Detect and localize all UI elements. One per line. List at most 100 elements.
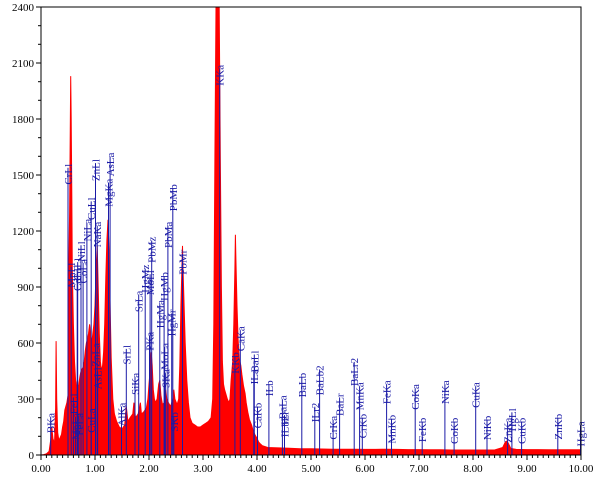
x-tick-label: 1.00 bbox=[85, 463, 105, 475]
element-marker-label: FeKa bbox=[382, 380, 394, 404]
element-marker-label: CoLl bbox=[73, 258, 85, 281]
element-marker: CrKa bbox=[328, 416, 340, 455]
element-marker-label: CuLl bbox=[86, 197, 98, 220]
element-marker: PbMb bbox=[168, 184, 180, 455]
y-tick-label: 1200 bbox=[12, 226, 35, 238]
element-marker: PKa bbox=[145, 332, 157, 455]
element-marker-label: MnKb bbox=[387, 414, 399, 443]
element-marker-label: SrLa bbox=[134, 291, 146, 313]
element-marker: NiKa bbox=[440, 380, 452, 455]
element-marker: FeKa bbox=[382, 380, 394, 455]
element-marker-label: CaKa bbox=[235, 326, 247, 351]
y-tick-label: 900 bbox=[18, 282, 35, 294]
y-tick-label: 1500 bbox=[12, 170, 35, 182]
element-marker-label: MnKa bbox=[355, 382, 367, 410]
element-marker-label: SiKa bbox=[130, 373, 142, 395]
element-marker: ILr2 bbox=[310, 403, 322, 455]
element-marker: KKa bbox=[215, 65, 227, 455]
element-marker: AlKa bbox=[117, 403, 129, 455]
element-marker-label: AsLa bbox=[105, 152, 117, 176]
element-marker-label: CrLl bbox=[63, 164, 75, 185]
y-tick-label: 0 bbox=[29, 450, 35, 462]
element-marker-label: PbMb bbox=[168, 184, 180, 211]
element-marker-label: AlKa bbox=[117, 403, 129, 427]
element-marker-label: CoKb bbox=[449, 417, 461, 444]
element-marker-label: BaLa bbox=[277, 395, 289, 419]
element-marker-label: BaLb2 bbox=[315, 365, 327, 395]
element-marker-label: CoKa bbox=[410, 384, 422, 410]
x-tick-label: 5.00 bbox=[301, 463, 321, 475]
element-marker-label: BKa bbox=[46, 413, 58, 433]
element-marker: KKb bbox=[230, 352, 242, 455]
element-marker: HgMr bbox=[167, 309, 179, 455]
element-marker-label: PbMz bbox=[147, 236, 159, 262]
element-marker: MnLl bbox=[66, 263, 78, 455]
element-marker: NiKb bbox=[482, 415, 494, 455]
element-marker: ZnKb bbox=[553, 413, 565, 455]
element-marker-label: PbMr bbox=[178, 249, 190, 274]
element-marker-label: SKa bbox=[161, 369, 173, 388]
x-tick-label: 8.00 bbox=[463, 463, 483, 475]
element-marker: ILa bbox=[249, 369, 261, 455]
spectrum-data-layer bbox=[40, 6, 582, 456]
element-marker-label: HgMz bbox=[140, 264, 152, 292]
element-marker-label: BaLr2 bbox=[349, 358, 361, 386]
element-marker: AsLa bbox=[105, 152, 117, 455]
element-marker-label: ZnKa bbox=[503, 418, 515, 443]
element-marker: MnKa bbox=[355, 382, 367, 455]
element-marker-label: ZnLl bbox=[91, 159, 103, 181]
element-marker-label: MgKa bbox=[104, 179, 116, 207]
element-marker: SKa bbox=[161, 369, 173, 455]
element-marker-label: HgLl bbox=[507, 408, 519, 431]
element-marker: SrLa bbox=[134, 291, 146, 455]
element-marker: CaKb bbox=[253, 402, 265, 455]
element-marker: PbMr bbox=[178, 249, 190, 455]
element-marker: CrLl bbox=[63, 164, 75, 455]
y-tick-label: 1800 bbox=[12, 114, 35, 126]
element-marker: BaLb bbox=[297, 372, 309, 455]
x-tick-label: 6.00 bbox=[355, 463, 375, 475]
element-marker-label: BaLb bbox=[297, 372, 309, 397]
element-marker: CrKb bbox=[357, 413, 369, 455]
element-marker-label: CuKb bbox=[517, 417, 529, 444]
element-marker: BaLr2 bbox=[349, 358, 361, 455]
spectrum-area bbox=[40, 6, 582, 456]
axis-layer: 0.00 1.00 2.00 3.00 4.00 5.00 6.00 7.00 8.00 9.00… bbox=[12, 2, 594, 475]
element-marker: MoLl bbox=[145, 270, 157, 455]
element-marker-label: FeLl bbox=[68, 393, 80, 414]
plot-frame bbox=[40, 6, 582, 456]
element-marker-label: KKa bbox=[215, 65, 227, 86]
element-marker-label: ILr2 bbox=[310, 403, 322, 423]
element-marker-label: FeKb bbox=[417, 417, 429, 442]
element-marker-label: CuKa bbox=[471, 382, 483, 408]
element-marker: ILb bbox=[264, 380, 276, 455]
x-tick-label: 10.00 bbox=[569, 463, 594, 475]
element-marker: CaKa bbox=[235, 326, 247, 455]
element-marker: PbMa bbox=[163, 222, 175, 455]
element-marker-label: HgMa bbox=[155, 300, 167, 328]
x-tick-label: 9.00 bbox=[517, 463, 537, 475]
element-marker-label: CrKa bbox=[328, 416, 340, 440]
element-marker-label: ILa bbox=[249, 369, 261, 384]
element-marker: ZnLl bbox=[91, 159, 103, 455]
element-marker: MnKb bbox=[387, 414, 399, 455]
element-marker: BaLb2 bbox=[315, 365, 327, 455]
element-marker-label: SrLl bbox=[121, 345, 133, 365]
element-marker-label: FeLa bbox=[74, 413, 86, 436]
element-marker-label: AsLl bbox=[93, 367, 105, 389]
element-marker: SKb bbox=[169, 412, 181, 455]
x-tick-label: 3.00 bbox=[193, 463, 213, 475]
element-marker-label: CaKb bbox=[253, 402, 265, 428]
element-marker-label: MoLl bbox=[145, 270, 157, 295]
x-tick-label: 4.00 bbox=[247, 463, 267, 475]
element-marker-label: CrKb bbox=[357, 413, 369, 438]
element-marker-layer: BKa MnLaFeLaFeLlCuLaAsLlZnLaMgKaAsLaNaKaN… bbox=[46, 65, 588, 455]
element-marker: CuKa bbox=[471, 382, 483, 455]
element-marker-label: BaLl bbox=[249, 351, 261, 373]
element-marker-label: KKb bbox=[230, 352, 242, 374]
element-marker: CoKa bbox=[410, 384, 422, 455]
element-marker-label: ZnLa bbox=[91, 343, 103, 367]
y-tick-label: 2400 bbox=[12, 2, 35, 14]
element-marker-label: HgMr bbox=[167, 309, 179, 336]
